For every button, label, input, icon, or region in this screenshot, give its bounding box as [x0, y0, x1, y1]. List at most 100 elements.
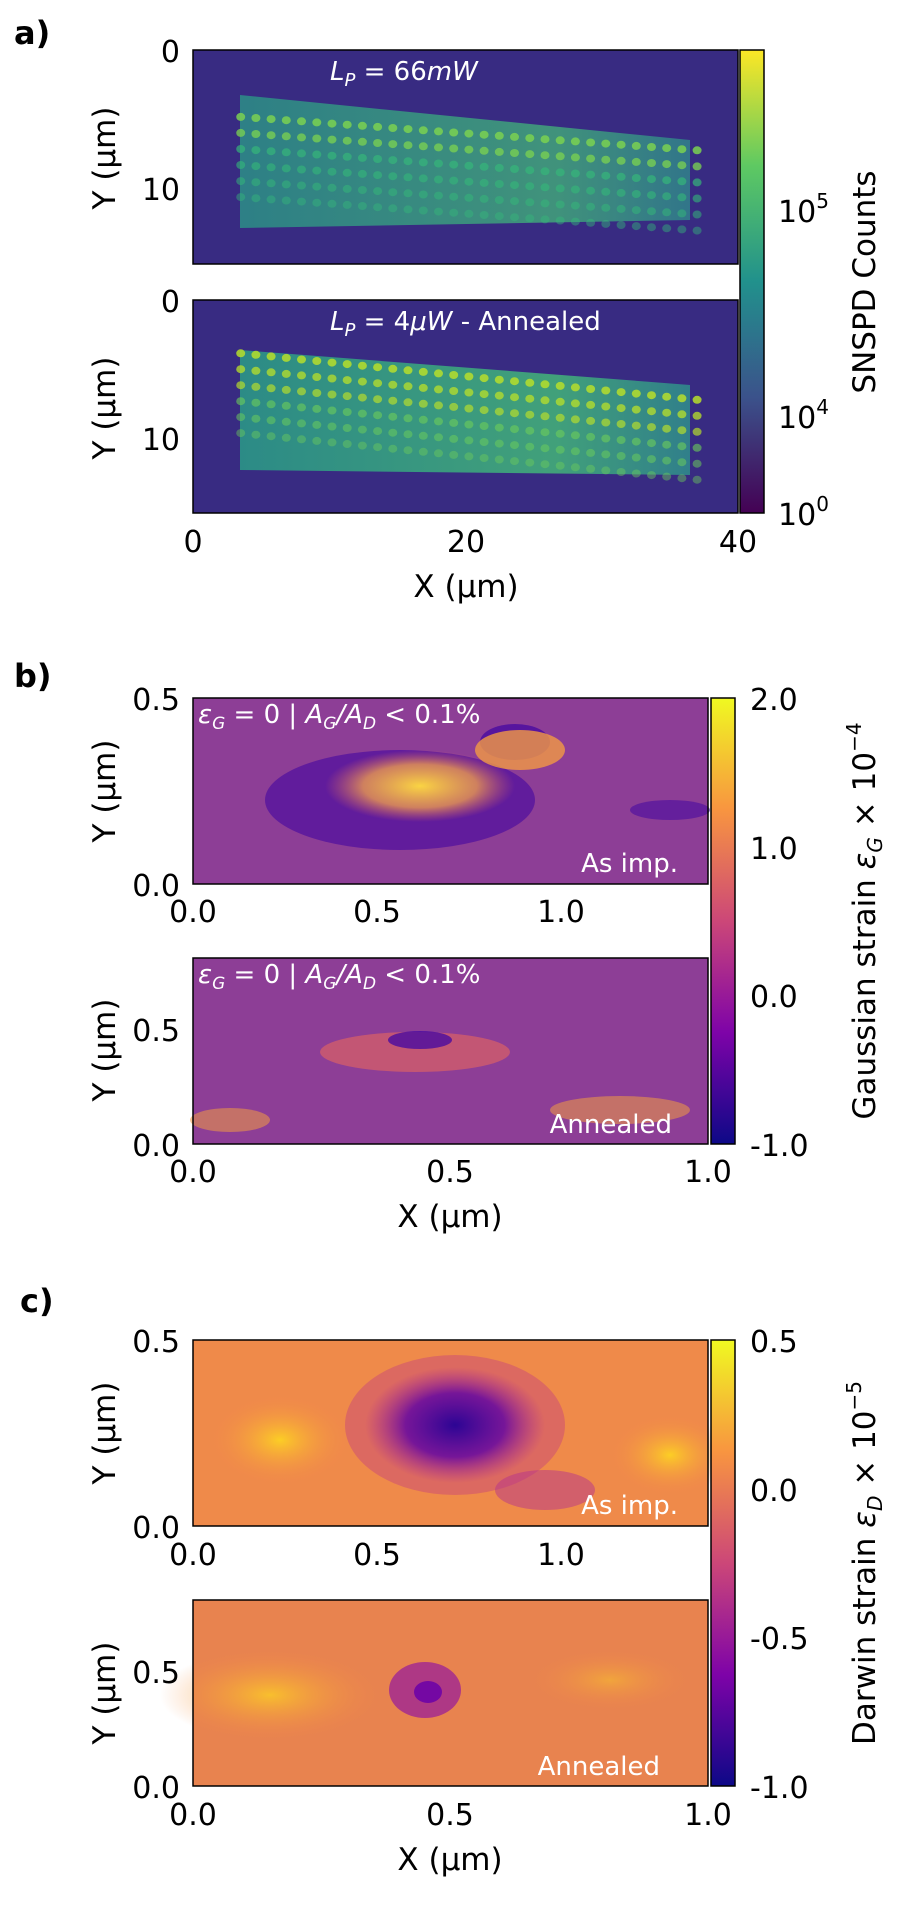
emitter-dot — [662, 408, 672, 417]
emitter-dot — [540, 151, 550, 160]
emitter-dot — [464, 436, 474, 445]
emitter-dot — [449, 434, 459, 443]
emitter-dot — [357, 186, 367, 194]
colorbar-a-label: SNSPD Counts — [847, 170, 883, 393]
c1-xtick-0.5: 0.5 — [353, 1538, 401, 1573]
emitter-dot — [266, 384, 276, 393]
emitter-dot — [434, 401, 443, 410]
emitter-dot — [418, 399, 428, 408]
emitter-dot — [251, 162, 261, 171]
emitter-dot — [449, 160, 459, 169]
emitter-dot — [418, 174, 428, 183]
emitter-dot — [373, 363, 383, 372]
emitter-dot — [434, 369, 443, 378]
emitter-dot — [312, 420, 322, 429]
emitter-dot — [297, 403, 306, 412]
emitter-dot — [616, 420, 626, 428]
emitter-dot — [312, 182, 322, 191]
emitter-dot — [616, 436, 626, 444]
emitter-dot — [388, 444, 398, 453]
emitter-dot — [525, 150, 535, 159]
emitter-dot — [434, 175, 443, 184]
emitter-dot — [434, 385, 443, 394]
emitter-dot — [586, 464, 596, 473]
emitter-dot — [616, 156, 626, 165]
emitter-dot — [647, 439, 656, 448]
emitter-dot — [236, 145, 246, 153]
emitter-dot — [418, 367, 428, 376]
emitter-dot — [555, 413, 565, 422]
strain-hotspot — [160, 1650, 380, 1740]
c1-xtick-0: 0.0 — [169, 1538, 217, 1573]
emitter-dot — [662, 144, 672, 153]
panel-c-top-corner-label: As imp. — [581, 1491, 678, 1521]
emitter-dot — [586, 448, 596, 457]
emitter-dot — [586, 416, 596, 425]
emitter-dot — [494, 439, 504, 448]
c1-ytick-0.0: 0.0 — [132, 1511, 180, 1546]
emitter-dot — [342, 440, 352, 448]
emitter-dot — [327, 422, 337, 431]
emitter-dot — [312, 150, 322, 159]
strain-hotspot — [530, 1650, 690, 1710]
emitter-dot — [479, 406, 489, 415]
emitter-dot — [647, 223, 656, 232]
colorbar-b-tick-1.0: 1.0 — [750, 832, 798, 867]
panel-a-bottom-annotation: LP = 4μW - Annealed — [330, 307, 601, 341]
emitter-dot — [616, 172, 626, 181]
emitter-dot — [388, 140, 398, 149]
strain-hotspot — [210, 1395, 350, 1485]
emitter-dot — [418, 431, 428, 440]
colorbar-c-label: Darwin strain εD × 10−5 — [842, 1381, 887, 1745]
colorbar-a-tick-1e0: 100 — [778, 492, 829, 533]
emitter-dot — [327, 358, 337, 367]
colorbar-b-tick-2.0: 2.0 — [750, 683, 798, 718]
panel-b-top-heatmap — [192, 697, 710, 885]
emitter-dot — [449, 208, 459, 217]
emitter-dot — [479, 438, 489, 446]
emitter-dot — [281, 164, 291, 173]
emitter-dot — [251, 194, 261, 203]
emitter-dot — [616, 221, 626, 229]
emitter-dot — [373, 427, 383, 436]
emitter-dot — [494, 131, 504, 140]
emitter-dot — [464, 161, 474, 170]
emitter-dot — [342, 392, 352, 401]
emitter-dot — [403, 189, 413, 198]
emitter-dot — [266, 147, 276, 156]
b2-xtick-0: 0.0 — [169, 1155, 217, 1190]
emitter-dot — [297, 387, 306, 396]
emitter-dot — [631, 174, 641, 182]
emitter-dot — [570, 217, 580, 226]
emitter-dot — [677, 177, 687, 186]
emitter-dot — [540, 380, 550, 389]
b2-ylabel: Y (μm) — [87, 999, 123, 1103]
emitter-dot — [373, 443, 383, 452]
emitter-dot — [586, 170, 596, 179]
colorbar-a-tick-1e4: 104 — [778, 395, 829, 436]
emitter-dot — [601, 155, 611, 164]
emitter-dot — [342, 376, 352, 385]
emitter-dot — [586, 218, 596, 227]
emitter-dot — [236, 177, 246, 186]
emitter-dot — [281, 417, 291, 426]
emitter-dot — [388, 204, 398, 213]
emitter-dot — [555, 216, 565, 225]
emitter-dot — [251, 382, 261, 391]
strain-hotspot — [190, 1108, 270, 1132]
emitter-dot — [662, 176, 672, 185]
emitter-dot — [540, 396, 550, 405]
emitter-dot — [266, 368, 276, 377]
emitter-dot — [601, 466, 611, 475]
emitter-dot — [662, 208, 672, 217]
emitter-dot — [570, 201, 580, 210]
panel-b-bottom-corner-label: Annealed — [550, 1110, 672, 1140]
c2-xtick-0: 0.0 — [169, 1798, 217, 1833]
emitter-dot — [555, 461, 565, 470]
emitter-dot — [662, 472, 672, 481]
emitter-dot — [570, 463, 580, 472]
colorbar-c-tick-0.0: 0.0 — [750, 1474, 798, 1509]
emitter-dot — [510, 132, 519, 141]
emitter-dot — [357, 202, 367, 210]
emitter-dot — [327, 199, 337, 208]
